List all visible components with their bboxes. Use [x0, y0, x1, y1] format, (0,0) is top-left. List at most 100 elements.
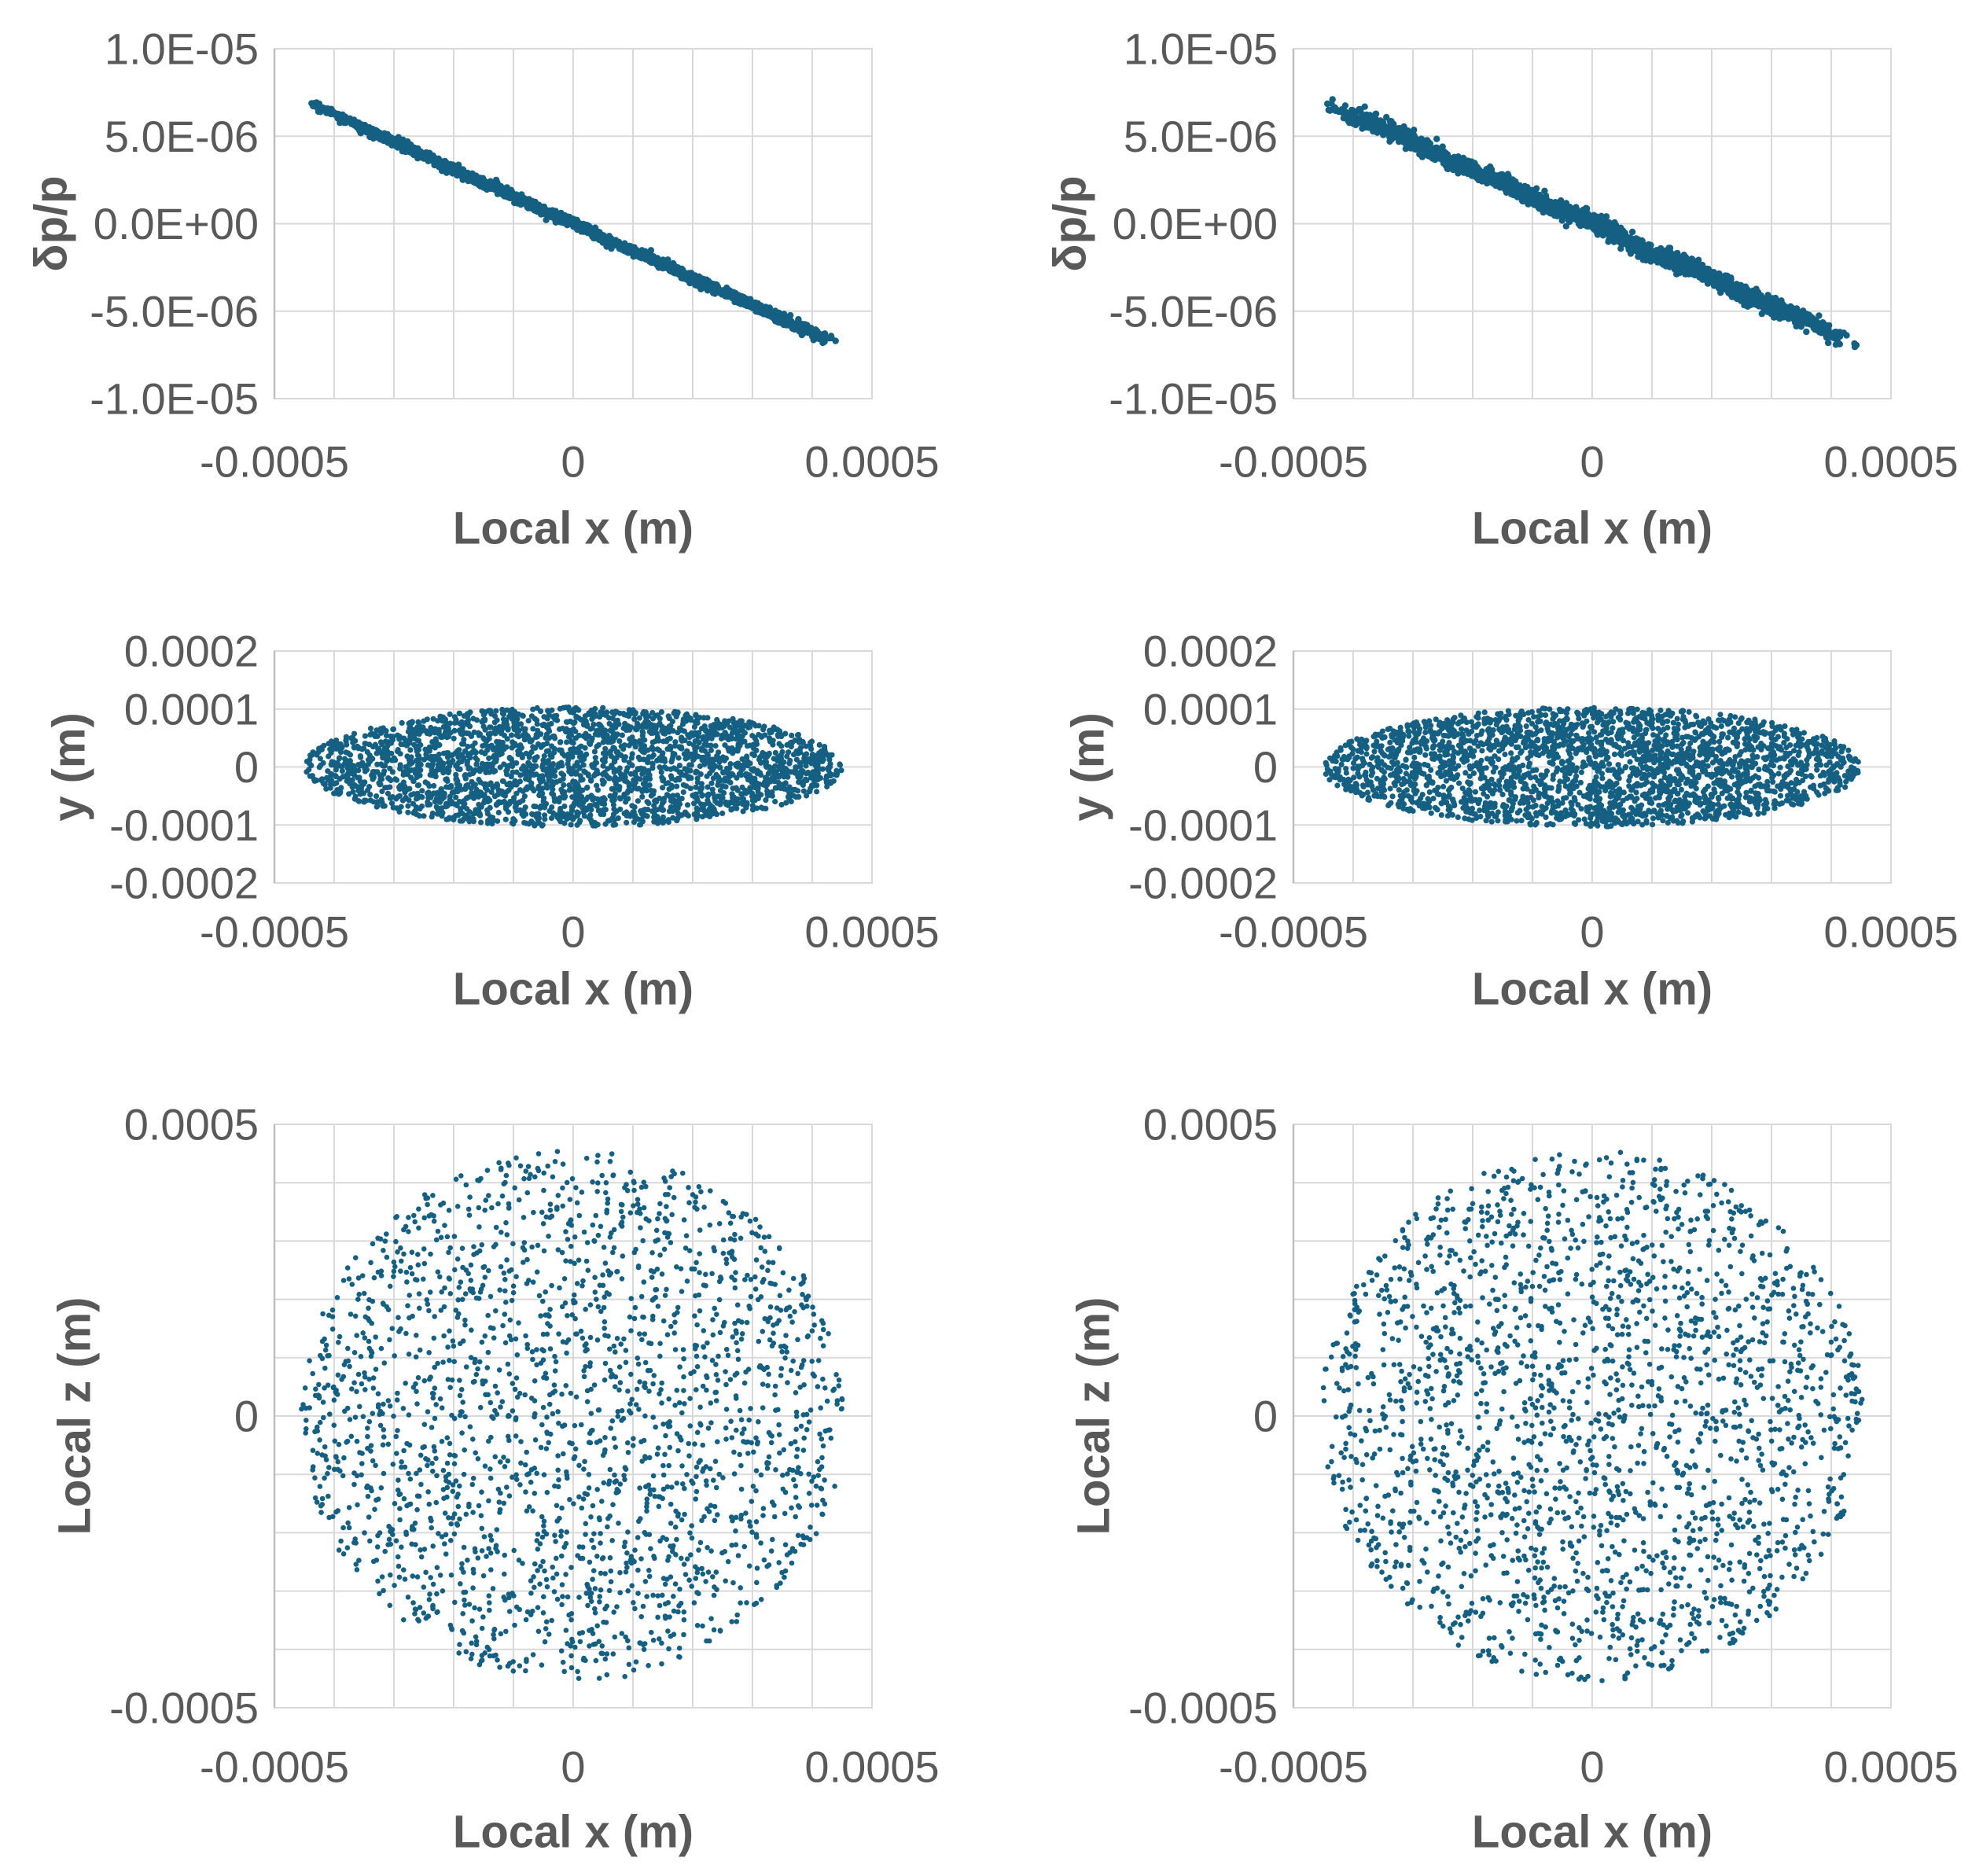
- data-point: [1753, 301, 1760, 309]
- data-point: [436, 164, 443, 171]
- data-point: [1801, 311, 1808, 318]
- data-point: [1742, 292, 1749, 299]
- data-point: [1466, 169, 1473, 176]
- data-point: [1687, 260, 1694, 267]
- data-point: [1790, 311, 1797, 319]
- data-point: [561, 215, 568, 223]
- data-point: [1448, 162, 1455, 169]
- y-tick-label: -5.0E-06: [90, 286, 259, 336]
- data-point: [360, 126, 368, 134]
- data-point: [1735, 288, 1742, 295]
- data-point: [1632, 248, 1640, 255]
- data-point: [772, 318, 779, 325]
- y-tick-label: -5.0E-06: [1109, 286, 1278, 336]
- data-point: [745, 296, 752, 303]
- y-tick-label: 1.0E-05: [1124, 24, 1278, 74]
- data-point: [405, 809, 411, 815]
- data-point: [324, 105, 331, 112]
- data-point: [1566, 204, 1573, 211]
- data-point: [317, 105, 325, 112]
- data-point: [1422, 137, 1429, 145]
- data-point: [710, 775, 717, 782]
- data-point: [628, 248, 635, 256]
- data-point: [1433, 135, 1440, 142]
- data-point: [1807, 317, 1814, 324]
- data-point: [1379, 127, 1386, 134]
- data-point: [1400, 134, 1408, 142]
- data-point: [411, 148, 419, 155]
- data-point: [1591, 217, 1599, 225]
- data-point: [752, 303, 760, 311]
- data-point: [579, 225, 586, 232]
- data-point: [747, 302, 754, 310]
- data-point: [1784, 309, 1791, 316]
- chart-dpp-vs-x-right: 1.0E-055.0E-060.0E+00-5.0E-06-1.0E-05-0.…: [1045, 24, 1959, 554]
- data-point: [397, 138, 404, 145]
- data-point: [1440, 148, 1448, 155]
- data-point: [347, 118, 355, 126]
- data-point: [1782, 303, 1790, 311]
- data-point: [506, 189, 513, 196]
- data-point: [1766, 304, 1774, 311]
- data-point: [705, 715, 711, 721]
- data-point: [1610, 238, 1617, 245]
- data-point: [1613, 230, 1621, 237]
- data-point: [442, 164, 449, 171]
- data-point: [693, 281, 700, 288]
- data-point: [1706, 276, 1713, 284]
- data-point: [1455, 153, 1462, 160]
- data-point: [1835, 330, 1843, 337]
- data-point: [1352, 121, 1359, 129]
- data-point: [678, 270, 685, 278]
- data-point: [1489, 171, 1496, 178]
- data-point: [1661, 247, 1668, 255]
- data-point: [511, 199, 518, 206]
- data-point: [1385, 129, 1393, 136]
- data-point: [418, 152, 425, 159]
- data-point: [642, 255, 649, 263]
- data-point: [1733, 281, 1740, 288]
- data-point: [1598, 212, 1605, 219]
- data-point: [1677, 257, 1684, 264]
- data-point: [1348, 114, 1356, 121]
- y-axis-title: δp/p: [26, 175, 77, 271]
- data-point: [1591, 226, 1598, 233]
- data-point: [811, 332, 819, 340]
- data-point: [1565, 218, 1573, 226]
- data-point: [403, 141, 411, 148]
- x-tick-label: 0: [561, 437, 585, 487]
- data-point: [602, 235, 609, 242]
- data-point: [783, 800, 789, 806]
- data-point: [1361, 103, 1368, 110]
- data-point: [454, 167, 462, 175]
- data-point: [1432, 144, 1440, 152]
- data-point: [1747, 292, 1755, 300]
- data-point: [1388, 136, 1396, 143]
- data-point: [552, 215, 559, 223]
- chart-dpp-vs-x-left: 1.0E-055.0E-060.0E+00-5.0E-06-1.0E-05-0.…: [26, 24, 940, 554]
- data-point: [1754, 289, 1762, 296]
- data-point: [614, 239, 622, 246]
- data-point: [1439, 155, 1446, 162]
- data-point: [388, 138, 396, 145]
- data-point: [1851, 344, 1859, 351]
- data-point: [828, 334, 835, 342]
- data-point: [1496, 178, 1504, 186]
- data-point: [424, 156, 432, 163]
- data-point: [1716, 279, 1724, 287]
- data-point: [1335, 108, 1342, 116]
- data-point: [1359, 116, 1367, 123]
- data-point: [623, 242, 630, 249]
- data-point: [1341, 102, 1349, 109]
- data-point: [407, 747, 414, 753]
- data-point: [718, 291, 726, 298]
- data-point: [726, 287, 733, 294]
- data-point: [1662, 263, 1669, 270]
- data-point: [1724, 280, 1731, 287]
- scatter-points: [308, 99, 839, 347]
- data-point: [589, 232, 597, 240]
- data-point: [1705, 266, 1712, 273]
- data-point: [1814, 326, 1821, 333]
